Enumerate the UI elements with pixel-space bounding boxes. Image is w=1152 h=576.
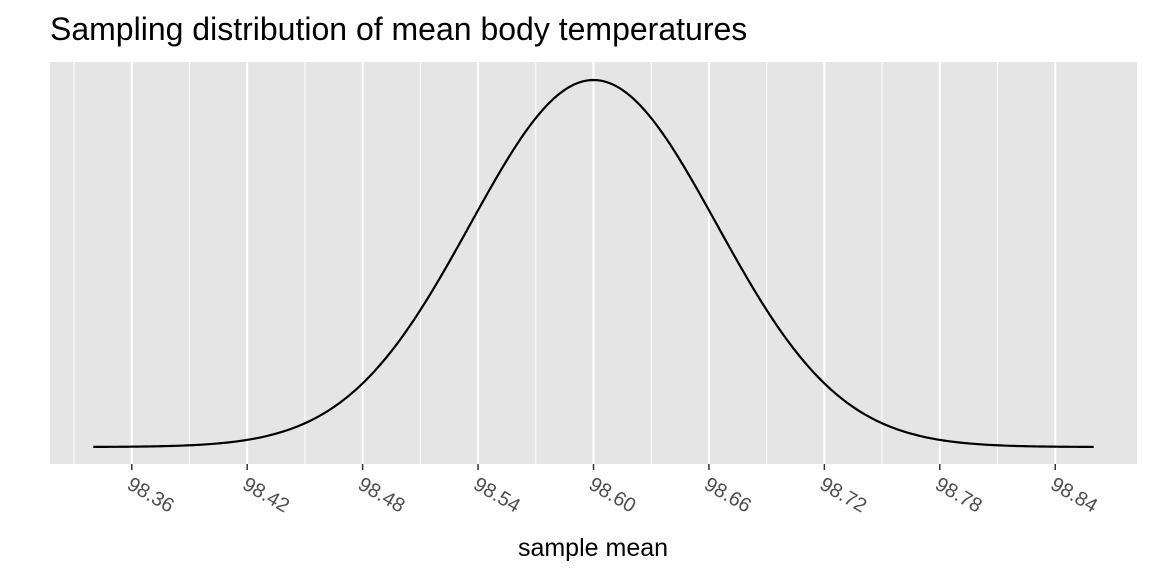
density-curve xyxy=(93,78,1094,448)
x-tick-label: 98.42 xyxy=(239,473,293,517)
x-axis-label: sample mean xyxy=(518,534,668,562)
chart-title: Sampling distribution of mean body tempe… xyxy=(50,11,747,47)
x-tick-label: 98.78 xyxy=(931,473,985,517)
x-tick-label: 98.84 xyxy=(1047,473,1101,517)
x-axis-ticks xyxy=(131,464,1056,470)
x-axis-tick-labels: 98.36 98.42 98.48 98.54 98.60 98.66 98.72 98.78… xyxy=(123,473,1101,517)
x-tick-label: 98.48 xyxy=(354,473,408,517)
minor-gridlines xyxy=(73,62,999,464)
major-gridlines xyxy=(130,62,1057,464)
x-tick-label: 98.60 xyxy=(585,473,639,517)
x-tick-label: 98.36 xyxy=(123,473,177,517)
x-tick-label: 98.72 xyxy=(816,473,870,517)
x-tick-label: 98.54 xyxy=(470,473,524,517)
x-tick-label: 98.66 xyxy=(700,473,754,517)
